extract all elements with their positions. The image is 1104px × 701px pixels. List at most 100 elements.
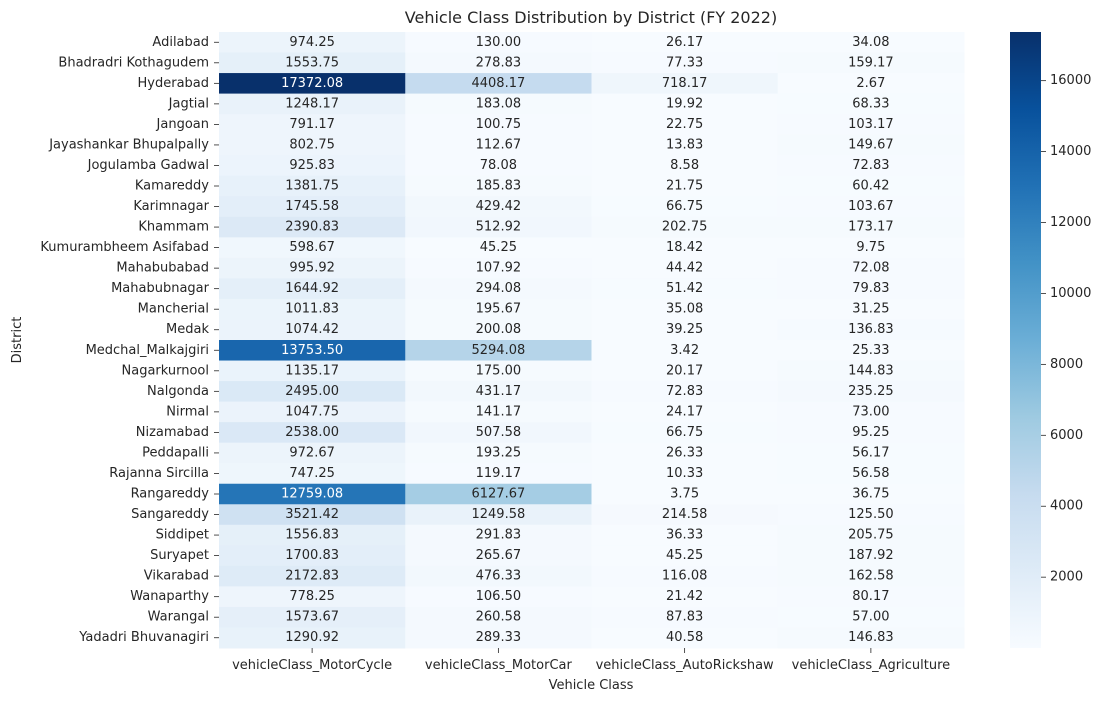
y-tick-label: Rangareddy	[131, 487, 210, 502]
heatmap-cell-suryapet-2	[405, 545, 592, 567]
cell-value-label: 9.75	[856, 240, 885, 255]
heatmap-cell-vikarabad-3	[591, 565, 779, 587]
cell-value-label: 205.75	[848, 528, 894, 543]
heatmap-cell-nirmal-4	[777, 401, 965, 423]
heatmap-cell-jayashankar-bhupalpally-3	[591, 134, 779, 156]
cell-value-label: 2495.00	[285, 384, 339, 399]
heatmap-cell-rajanna-sircilla-2	[405, 463, 592, 485]
cell-value-label: 778.25	[289, 589, 335, 604]
cell-value-label: 200.08	[476, 322, 522, 337]
cell-value-label: 57.00	[852, 610, 889, 625]
cell-value-label: 972.67	[289, 445, 335, 460]
cell-value-label: 185.83	[476, 179, 522, 194]
heatmap-cell-sangareddy-1	[219, 504, 406, 526]
heatmap-cell-kamareddy-3	[591, 175, 779, 197]
cell-value-label: 2.67	[856, 76, 885, 91]
heatmap-cell-nagarkurnool-3	[591, 360, 779, 382]
heatmap-cell-bhadradri-kothagudem-3	[591, 52, 779, 74]
cell-value-label: 20.17	[666, 363, 703, 378]
cell-value-label: 34.08	[852, 35, 889, 50]
cell-value-label: 95.25	[852, 425, 889, 440]
cell-value-label: 1011.83	[285, 302, 339, 317]
cell-value-label: 173.17	[848, 220, 894, 235]
y-axis-title: District	[10, 317, 25, 364]
cell-value-label: 1381.75	[285, 179, 339, 194]
heatmap-cell-wanaparthy-1	[219, 586, 406, 608]
cell-value-label: 60.42	[852, 179, 889, 194]
y-tick-label: Suryapet	[150, 548, 209, 563]
cell-value-label: 68.33	[852, 96, 889, 111]
x-tick-label: vehicleClass_AutoRickshaw	[596, 658, 774, 673]
cell-value-label: 265.67	[476, 548, 522, 563]
heatmap-cell-medchal-malkajgiri-2	[405, 340, 592, 362]
cell-value-label: 8.58	[670, 158, 699, 173]
cell-value-label: 1556.83	[285, 528, 339, 543]
cell-value-label: 4408.17	[471, 76, 525, 91]
y-tick-label: Mahabubabad	[116, 261, 209, 276]
heatmap-cell-mahabubnagar-1	[219, 278, 406, 300]
heatmap-cell-nagarkurnool-1	[219, 360, 406, 382]
cell-value-label: 36.75	[852, 487, 889, 502]
cell-value-label: 125.50	[848, 507, 894, 522]
cell-value-label: 149.67	[848, 137, 894, 152]
cell-value-label: 1700.83	[285, 548, 339, 563]
cell-value-label: 40.58	[666, 630, 703, 645]
heatmap-cell-rangareddy-1	[219, 483, 406, 505]
heatmap-cell-nalgonda-2	[405, 381, 592, 403]
heatmap-cell-nalgonda-3	[591, 381, 779, 403]
cell-value-label: 995.92	[289, 261, 335, 276]
heatmap-cell-mancherial-3	[591, 298, 779, 320]
heatmap-cell-nagarkurnool-4	[777, 360, 965, 382]
heatmap-cell-sangareddy-4	[777, 504, 965, 526]
y-tick-label: Mahabubnagar	[111, 281, 210, 296]
y-tick-label: Nizamabad	[136, 425, 209, 440]
cell-value-label: 294.08	[476, 281, 522, 296]
heatmap-cell-labels: 974.25 130.00 26.17 34.08 1553.75 278.83 77.33…	[281, 35, 894, 645]
y-tick-label: Medak	[166, 322, 209, 337]
cell-value-label: 141.17	[476, 404, 522, 419]
cell-value-label: 195.67	[476, 302, 522, 317]
cell-value-label: 17372.08	[281, 76, 343, 91]
cell-value-label: 103.17	[848, 117, 894, 132]
y-tick-label: Wanaparthy	[130, 589, 209, 604]
cell-value-label: 12759.08	[281, 487, 343, 502]
heatmap-cell-vikarabad-4	[777, 565, 965, 587]
heatmap-cell-warangal-4	[777, 606, 965, 628]
heatmap-cell-karimnagar-4	[777, 196, 965, 218]
heatmap-cell-jogulamba-gadwal-3	[591, 155, 779, 177]
heatmap-cell-warangal-1	[219, 606, 406, 628]
heatmap-cell-yadadri-bhuvanagiri-4	[777, 627, 965, 649]
colorbar	[1010, 32, 1041, 648]
heatmap-cell-adilabad-1	[219, 32, 406, 54]
cell-value-label: 747.25	[289, 466, 335, 481]
heatmap-cell-kamareddy-1	[219, 175, 406, 197]
cell-value-label: 1047.75	[285, 404, 339, 419]
heatmap-cell-kumurambheem-asifabad-4	[777, 237, 965, 259]
cell-value-label: 35.08	[666, 302, 703, 317]
heatmap-cell-wanaparthy-2	[405, 586, 592, 608]
cell-value-label: 146.83	[848, 630, 894, 645]
cell-value-label: 278.83	[476, 55, 522, 70]
heatmap-cell-mahabubnagar-3	[591, 278, 779, 300]
heatmap-cell-bhadradri-kothagudem-4	[777, 52, 965, 74]
cell-value-label: 512.92	[476, 220, 522, 235]
heatmap-cell-nizamabad-2	[405, 422, 592, 444]
y-tick-label: Jangoan	[156, 117, 209, 132]
cell-value-label: 3.75	[670, 487, 699, 502]
cell-value-label: 21.42	[666, 589, 703, 604]
colorbar-tick-label: 4000	[1050, 499, 1083, 514]
cell-value-label: 13753.50	[281, 343, 343, 358]
heatmap-cell-wanaparthy-4	[777, 586, 965, 608]
cell-value-label: 260.58	[476, 610, 522, 625]
heatmap-cell-wanaparthy-3	[591, 586, 779, 608]
heatmap-cell-jogulamba-gadwal-1	[219, 155, 406, 177]
heatmap-cell-warangal-3	[591, 606, 779, 628]
cell-value-label: 187.92	[848, 548, 894, 563]
y-tick-label: Jayashankar Bhupalpally	[48, 137, 209, 152]
heatmap-cell-jayashankar-bhupalpally-4	[777, 134, 965, 156]
cell-value-label: 214.58	[662, 507, 708, 522]
cell-value-label: 791.17	[289, 117, 335, 132]
heatmap-cell-medak-4	[777, 319, 965, 341]
heatmap-cell-nizamabad-3	[591, 422, 779, 444]
cell-value-label: 103.67	[848, 199, 894, 214]
